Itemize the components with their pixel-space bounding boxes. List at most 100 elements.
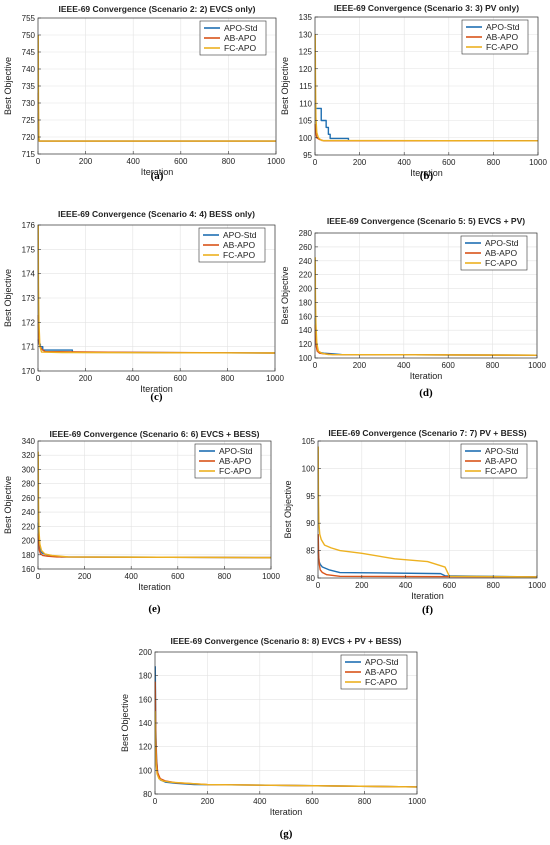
panel-letter: (f) (422, 604, 433, 616)
legend-label: AB-APO (486, 32, 519, 42)
panel-f: IEEE-69 Convergence (Scenario 7: 7) PV +… (283, 428, 546, 616)
x-tick-label: 1000 (528, 361, 546, 370)
y-axis-label: Best Objective (3, 57, 13, 115)
x-tick-label: 800 (487, 581, 501, 590)
series-line-fc-apo (37, 451, 272, 559)
x-tick-label: 400 (397, 361, 411, 370)
y-tick-label: 80 (306, 574, 315, 583)
legend-label: FC-APO (219, 466, 252, 476)
x-tick-label: 800 (486, 361, 500, 370)
y-tick-label: 200 (139, 648, 153, 657)
x-axis-label: Iteration (141, 167, 174, 177)
x-axis-label: Iteration (410, 168, 443, 178)
y-tick-label: 725 (22, 116, 36, 125)
x-tick-label: 600 (174, 374, 188, 383)
x-tick-label: 0 (153, 797, 158, 806)
y-tick-label: 160 (299, 312, 313, 321)
y-tick-label: 240 (299, 257, 313, 266)
y-tick-label: 260 (22, 494, 36, 503)
y-tick-label: 750 (22, 31, 36, 40)
y-tick-label: 90 (306, 519, 315, 528)
y-tick-label: 730 (22, 99, 36, 108)
y-tick-label: 180 (299, 298, 313, 307)
legend-label: AB-APO (219, 456, 252, 466)
x-tick-label: 0 (313, 158, 318, 167)
panel-d: IEEE-69 Convergence (Scenario 5: 5) EVCS… (280, 216, 546, 399)
x-tick-label: 200 (78, 572, 92, 581)
x-tick-label: 0 (313, 361, 318, 370)
x-tick-label: 400 (126, 374, 140, 383)
x-axis-label: Iteration (140, 384, 173, 394)
y-tick-label: 300 (22, 465, 36, 474)
panel-letter: (g) (280, 828, 293, 840)
legend-label: FC-APO (486, 42, 519, 52)
x-tick-label: 400 (127, 157, 141, 166)
x-tick-label: 0 (316, 581, 321, 590)
series-line-fc-apo (314, 257, 538, 356)
legend-label: APO-Std (223, 230, 257, 240)
legend-label: FC-APO (485, 466, 518, 476)
y-tick-label: 180 (22, 551, 36, 560)
x-tick-label: 600 (442, 158, 456, 167)
y-tick-label: 135 (299, 13, 313, 22)
y-tick-label: 740 (22, 65, 36, 74)
chart-title: IEEE-69 Convergence (Scenario 6: 6) EVCS… (50, 429, 260, 439)
y-tick-label: 220 (22, 522, 36, 531)
panel-e: IEEE-69 Convergence (Scenario 6: 6) EVCS… (3, 429, 280, 615)
y-tick-label: 80 (143, 790, 152, 799)
panel-letter: (e) (148, 603, 161, 615)
x-tick-label: 600 (171, 572, 185, 581)
y-tick-label: 715 (22, 150, 36, 159)
y-tick-label: 160 (22, 565, 36, 574)
x-tick-label: 800 (487, 158, 501, 167)
x-tick-label: 600 (443, 581, 457, 590)
series-line-fc-apo (37, 34, 276, 142)
x-tick-label: 800 (222, 157, 236, 166)
y-tick-label: 170 (22, 367, 36, 376)
x-tick-label: 200 (355, 581, 369, 590)
x-tick-label: 200 (353, 361, 367, 370)
y-tick-label: 745 (22, 48, 36, 57)
x-tick-label: 1000 (267, 157, 285, 166)
y-tick-label: 171 (22, 343, 36, 352)
y-tick-label: 85 (306, 547, 315, 556)
legend-label: APO-Std (485, 446, 519, 456)
x-axis-label: Iteration (138, 582, 171, 592)
panel-letter: (b) (420, 170, 434, 182)
y-tick-label: 120 (299, 340, 313, 349)
series-line-fc-apo (154, 711, 418, 788)
x-tick-label: 600 (174, 157, 188, 166)
legend-label: APO-Std (365, 657, 399, 667)
y-tick-label: 100 (139, 766, 153, 775)
legend-label: AB-APO (485, 456, 518, 466)
y-tick-label: 120 (139, 743, 153, 752)
y-tick-label: 120 (299, 65, 313, 74)
y-tick-label: 260 (299, 243, 313, 252)
legend-label: AB-APO (224, 33, 257, 43)
x-axis-label: Iteration (410, 371, 443, 381)
x-tick-label: 0 (36, 572, 41, 581)
series-line-fc-apo (317, 446, 538, 578)
y-tick-label: 200 (299, 285, 313, 294)
panel-letter: (d) (419, 387, 433, 399)
series-line-fc-apo (314, 34, 539, 142)
x-tick-label: 1000 (529, 158, 547, 167)
y-axis-label: Best Objective (280, 266, 290, 324)
y-tick-label: 140 (139, 719, 153, 728)
legend-label: APO-Std (219, 446, 253, 456)
y-tick-label: 130 (299, 30, 313, 39)
y-tick-label: 160 (139, 695, 153, 704)
legend-label: FC-APO (365, 677, 398, 687)
y-axis-label: Best Objective (120, 694, 130, 752)
x-tick-label: 0 (36, 157, 41, 166)
x-tick-label: 1000 (262, 572, 280, 581)
y-tick-label: 755 (22, 14, 36, 23)
x-tick-label: 800 (221, 374, 235, 383)
chart-title: IEEE-69 Convergence (Scenario 3: 3) PV o… (334, 3, 519, 13)
legend-label: AB-APO (485, 248, 518, 258)
panel-b: IEEE-69 Convergence (Scenario 3: 3) PV o… (280, 3, 547, 182)
